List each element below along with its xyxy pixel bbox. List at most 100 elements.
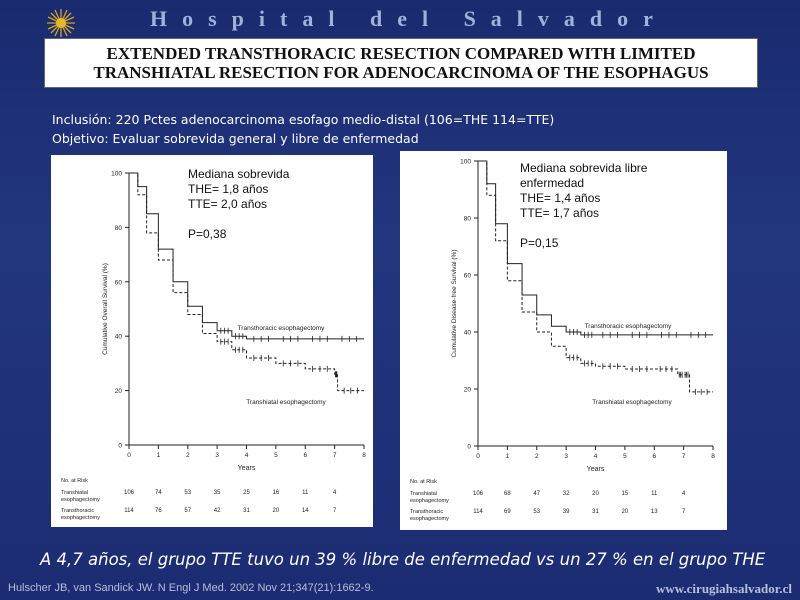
at-risk-value: 31	[243, 508, 250, 514]
at-risk-value: 106	[473, 491, 484, 497]
x-tick-label: 3	[564, 453, 568, 460]
transthoracic-curve	[129, 172, 364, 340]
note-line: THE= 1,4 años	[520, 191, 601, 205]
at-risk-value: 15	[622, 491, 629, 497]
y-tick-label: 0	[118, 443, 122, 450]
citation: Hulscher JB, van Sandick JW. N Engl J Me…	[8, 582, 374, 594]
y-tick-label: 80	[464, 216, 472, 223]
at-risk-value: 74	[155, 490, 162, 496]
at-risk-value: 4	[682, 491, 686, 497]
title-line-2: TRANSHIATAL RESECTION FOR ADENOCARCINOMA…	[93, 63, 709, 82]
series-label: Transhiatal esophagectomy	[592, 399, 672, 406]
y-axis-label: Cumulative Overall Survival (%)	[102, 263, 109, 355]
at-risk-row-label: Transthoracic	[410, 509, 443, 515]
y-tick-label: 100	[111, 171, 122, 178]
at-risk-value: 31	[592, 509, 599, 515]
note-line: Mediana sobrevida	[188, 167, 290, 181]
at-risk-row-label: esophagectomy	[410, 516, 449, 522]
p-value: P=0,15	[520, 236, 559, 250]
inclusion-text: Inclusión: 220 Pctes adenocarcinoma esof…	[52, 112, 555, 127]
at-risk-value: 53	[533, 509, 540, 515]
x-tick-label: 4	[245, 452, 249, 459]
note-line	[188, 212, 289, 227]
at-risk-value: 76	[155, 508, 162, 514]
at-risk-value: 20	[592, 491, 599, 497]
p-value: P=0,38	[188, 227, 227, 241]
at-risk-value: 68	[504, 491, 511, 497]
at-risk-value: 4	[333, 490, 337, 496]
disease-free-survival-chart: 0 20 40 60 80 100 0 1 2 3 4 5 6 7 8 Years Cumulative Dis…	[410, 159, 715, 523]
y-axis-label: Cumulative Disease-free Survival (%)	[451, 249, 458, 357]
x-tick-label: 7	[682, 453, 686, 460]
x-axis-label: Years	[238, 465, 256, 472]
at-risk-value: 47	[533, 491, 540, 497]
at-risk-value: 53	[184, 490, 191, 496]
at-risk-value: 114	[473, 509, 483, 515]
hospital-logo-icon	[47, 9, 75, 37]
y-tick-label: 20	[464, 387, 472, 394]
objective-text: Objetivo: Evaluar sobrevida general y li…	[52, 131, 419, 146]
at-risk-row-label: Transhiatal	[61, 490, 88, 496]
at-risk-row-label: esophagectomy	[61, 497, 100, 503]
hospital-name: Hospital del Salvador	[150, 6, 668, 31]
transhiatal-curve	[478, 160, 713, 393]
at-risk-value: 25	[243, 490, 250, 496]
at-risk-value: 35	[214, 490, 221, 496]
x-tick-label: 2	[186, 452, 190, 459]
overall-survival-chart: 0 20 40 60 80 100 0 1 2 3 4 5 6 7 8 Years Cumulative Ove…	[61, 171, 366, 522]
y-tick-label: 40	[464, 330, 472, 337]
series-label: Transhiatal esophagectomy	[246, 399, 326, 406]
y-tick-label: 100	[460, 159, 471, 166]
at-risk-row-label: esophagectomy	[410, 498, 449, 504]
note-line: Mediana sobrevida libre	[520, 161, 648, 175]
at-risk-row-label: Transthoracic	[61, 508, 94, 514]
note-line: TTE= 1,7 años	[520, 206, 600, 220]
note-line: enfermedad	[520, 176, 585, 190]
series-label: Transthoracic esophagectomy	[238, 325, 326, 332]
x-tick-label: 3	[215, 452, 219, 459]
at-risk-value: 13	[651, 509, 658, 515]
x-tick-label: 5	[623, 453, 627, 460]
website-link[interactable]: www.cirugiahsalvador.cl	[655, 581, 792, 596]
x-tick-label: 7	[333, 452, 337, 459]
at-risk-value: 16	[273, 490, 280, 496]
at-risk-value: 20	[273, 508, 280, 514]
slide-title: EXTENDED TRANSTHORACIC RESECTION COMPARE…	[44, 38, 758, 88]
series-label: Transthoracic esophagectomy	[585, 323, 673, 330]
at-risk-header: No. at Risk	[410, 479, 437, 485]
x-tick-label: 6	[303, 452, 307, 459]
overall-survival-note: Mediana sobrevida THE= 1,8 años TTE= 2,0…	[188, 167, 289, 242]
y-tick-label: 80	[115, 225, 123, 232]
y-tick-label: 60	[464, 273, 472, 280]
at-risk-value: 32	[563, 491, 570, 497]
at-risk-value: 42	[214, 508, 221, 514]
at-risk-value: 106	[124, 490, 135, 496]
y-tick-label: 40	[115, 334, 123, 341]
at-risk-value: 69	[504, 509, 511, 515]
at-risk-value: 57	[184, 508, 191, 514]
disease-free-survival-panel: 0 20 40 60 80 100 0 1 2 3 4 5 6 7 8 Years Cumulative Dis…	[400, 151, 727, 530]
x-tick-label: 2	[535, 453, 539, 460]
x-tick-label: 8	[711, 453, 715, 460]
x-tick-label: 8	[362, 452, 366, 459]
overall-survival-panel: 0 20 40 60 80 100 0 1 2 3 4 5 6 7 8 Years Cumulative Ove…	[51, 155, 373, 527]
at-risk-header: No. at Risk	[61, 478, 88, 484]
x-tick-label: 0	[476, 453, 480, 460]
at-risk-value: 20	[622, 509, 629, 515]
x-tick-label: 0	[127, 452, 131, 459]
note-line: TTE= 2,0 años	[188, 197, 268, 211]
at-risk-value: 114	[124, 508, 134, 514]
at-risk-row-label: Transhiatal	[410, 491, 437, 497]
at-risk-value: 11	[302, 490, 309, 496]
y-tick-label: 20	[115, 388, 123, 395]
x-axis-label: Years	[587, 466, 605, 473]
disease-free-note: Mediana sobrevida libre enfermedad THE= …	[520, 161, 647, 251]
at-risk-value: 7	[682, 509, 686, 515]
x-tick-label: 6	[652, 453, 656, 460]
x-tick-label: 1	[506, 453, 510, 460]
conclusion-text: A 4,7 años, el grupo TTE tuvo un 39 % li…	[40, 550, 766, 569]
y-tick-label: 0	[467, 444, 471, 451]
note-line	[520, 221, 647, 236]
x-tick-label: 5	[274, 452, 278, 459]
title-line-1: EXTENDED TRANSTHORACIC RESECTION COMPARE…	[106, 44, 696, 63]
